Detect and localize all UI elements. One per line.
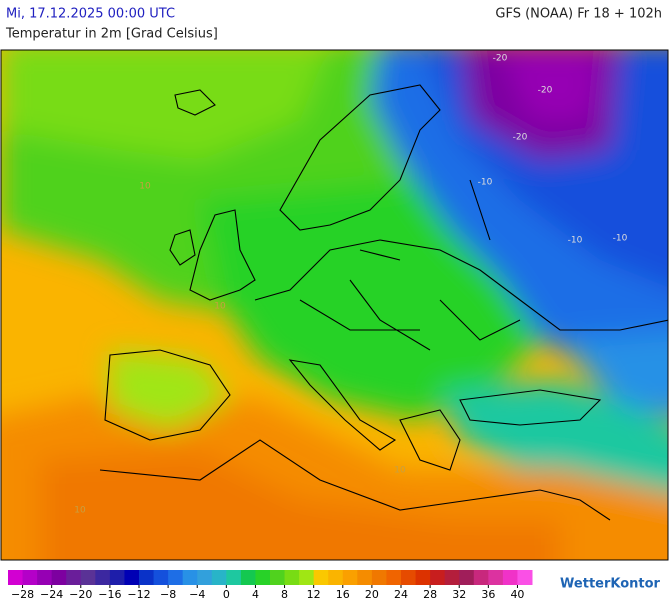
color-swatch [517,570,533,585]
model: GFS (NOAA) Fr 18 + 102h [495,7,662,22]
color-swatch [80,570,96,585]
tick-label: 4 [252,588,259,600]
tick-label: −20 [69,588,92,600]
map: -20 -20 -20 -10 -10 -10 10 10 10 10 [1,50,668,560]
color-swatch [430,570,446,585]
contour-label: 10 [394,466,406,476]
contour-label: 10 [214,302,226,312]
color-swatch [22,570,38,585]
contour-label: -10 [613,234,628,244]
color-swatch [51,570,67,585]
color-swatch [401,570,417,585]
color-swatch [313,570,329,585]
color-swatch [386,570,402,585]
color-swatch [168,570,184,585]
tick-label: 8 [281,588,288,600]
color-swatch [182,570,198,585]
color-swatch [153,570,169,585]
tick-label: 28 [423,588,437,600]
color-swatch [459,570,475,585]
color-swatch [226,570,242,585]
contour-label: -10 [568,236,583,246]
tick-label: −4 [189,588,205,600]
color-swatch [415,570,431,585]
legend: −28 −24 −20 −16 −12 −8 −4 0 4 8 12 16 20 24 28 32 36 40 [8,570,533,601]
tick-label: 0 [223,588,230,600]
tick-label: 24 [394,588,408,600]
logo: WetterKontor [560,577,661,592]
color-swatch [124,570,140,585]
contour-label: -20 [538,86,553,96]
color-swatch [211,570,227,585]
color-swatch [197,570,213,585]
color-swatch [240,570,256,585]
contour-label: 10 [74,506,86,516]
color-swatch [371,570,387,585]
contour-label: -20 [513,133,528,143]
color-swatch [444,570,460,585]
color-swatch [342,570,358,585]
color-swatch [357,570,373,585]
tick-label: 12 [307,588,321,600]
tick-label: 40 [510,588,524,600]
tick-label: 20 [365,588,379,600]
tick-label: 32 [452,588,466,600]
subtitle: Temperatur in 2m [Grad Celsius] [5,27,218,42]
tick-label: 16 [336,588,350,600]
color-swatch [139,570,155,585]
color-swatch [66,570,82,585]
coastlines [99,84,668,521]
color-swatch [255,570,271,585]
contour-label: -10 [478,178,493,188]
tick-label: −28 [11,588,34,600]
map-frame [0,49,669,561]
contour-label: 10 [139,182,151,192]
color-swatch [328,570,344,585]
color-swatch [95,570,111,585]
color-swatch [37,570,53,585]
color-swatch [502,570,518,585]
tick-label: −16 [98,588,121,600]
color-swatch [488,570,504,585]
color-swatch [8,570,24,585]
color-swatch [299,570,315,585]
tick-label: −8 [160,588,176,600]
color-swatch [473,570,489,585]
color-swatch [270,570,286,585]
contour-label: -20 [493,54,508,64]
color-swatch [109,570,125,585]
tick-label: 36 [481,588,495,600]
tick-label: −24 [40,588,63,600]
tick-label: −12 [127,588,150,600]
color-swatch [284,570,300,585]
date: Mi, 17.12.2025 00:00 UTC [6,7,175,22]
